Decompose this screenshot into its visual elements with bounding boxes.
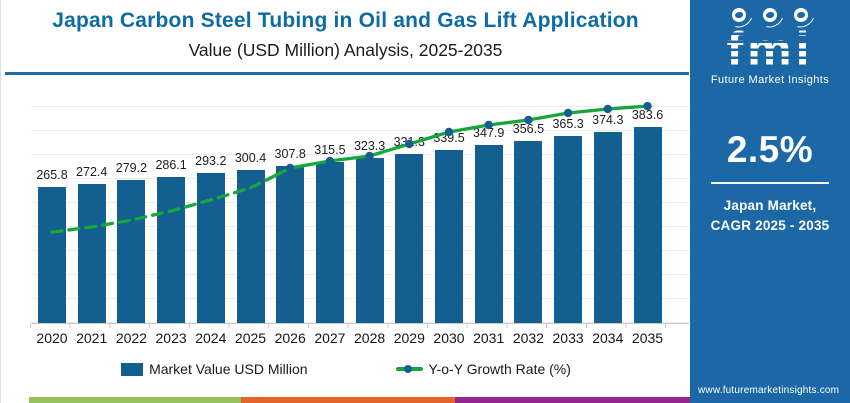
fmi-wordmark: fmi xyxy=(726,22,814,78)
x-axis-label-2024: 2024 xyxy=(195,330,227,346)
bar-2034 xyxy=(593,131,622,323)
x-axis-label-2020: 2020 xyxy=(36,330,68,346)
legend-item-growth-rate: Y-o-Y Growth Rate (%) xyxy=(395,361,571,377)
bar-2028 xyxy=(355,157,384,323)
cagr-caption-line1: Japan Market, xyxy=(723,198,817,213)
bar-value-label-2023: 286.1 xyxy=(155,157,187,172)
bar-2020 xyxy=(38,187,66,323)
x-axis-label-2026: 2026 xyxy=(274,330,306,346)
cagr-stat: 2.5% xyxy=(690,129,850,184)
bar-value-label-2022: 279.2 xyxy=(115,161,148,176)
bar-2030 xyxy=(435,149,463,323)
bar-value-label-2026: 307.8 xyxy=(274,146,306,161)
cagr-caption: Japan Market, CAGR 2025 - 2035 xyxy=(690,196,850,236)
bar-2027 xyxy=(315,161,344,323)
bar-2023 xyxy=(157,176,186,323)
fmi-logo-icons xyxy=(690,8,850,27)
header-divider xyxy=(5,72,689,75)
bar-2025 xyxy=(236,169,265,323)
stripe-purple xyxy=(455,396,690,403)
bar-value-label-2032: 356.5 xyxy=(512,121,545,136)
x-axis-label-2032: 2032 xyxy=(512,330,544,346)
x-axis-label-2033: 2033 xyxy=(552,330,584,346)
x-axis-ticks xyxy=(30,324,690,328)
x-axis-label-2023: 2023 xyxy=(155,330,187,346)
legend-item-market-value: Market Value USD Million xyxy=(121,361,308,377)
bar-value-label-2021: 272.4 xyxy=(76,164,108,179)
bar-value-label-2028: 323.3 xyxy=(353,138,386,153)
stripe-orange xyxy=(240,396,456,403)
fmi-tagline: Future Market Insights xyxy=(710,74,830,86)
x-axis-label-2031: 2031 xyxy=(473,330,505,346)
cagr-caption-line2: CAGR 2025 - 2035 xyxy=(710,218,830,233)
brand-sidebar: fmi Future Market Insights 2.5% Japan Ma… xyxy=(690,0,850,403)
bar-value-label-2024: 293.2 xyxy=(195,154,227,169)
stat-divider xyxy=(711,182,829,184)
x-axis-label-2027: 2027 xyxy=(314,330,346,346)
bar-2024 xyxy=(196,173,225,323)
bar-2022 xyxy=(117,180,146,323)
bar-value-label-2029: 331.3 xyxy=(393,134,425,149)
legend-label-growth-rate: Y-o-Y Growth Rate (%) xyxy=(428,361,571,377)
x-axis-label-2021: 2021 xyxy=(76,330,108,346)
x-axis-label-2029: 2029 xyxy=(393,330,425,346)
chart-panel: Japan Carbon Steel Tubing in Oil and Gas… xyxy=(0,0,690,403)
footer-color-stripe xyxy=(29,396,690,403)
bar-2029 xyxy=(395,153,424,323)
line-marker-icon xyxy=(395,364,423,374)
globe-icon xyxy=(732,8,746,22)
bar-value-label-2020: 265.8 xyxy=(36,168,68,183)
legend-label-market-value: Market Value USD Million xyxy=(149,361,308,377)
bar-value-label-2025: 300.4 xyxy=(234,150,267,165)
page-subtitle: Value (USD Million) Analysis, 2025-2035 xyxy=(188,40,503,60)
people-icon xyxy=(763,8,777,22)
legend: Market Value USD Million Y-o-Y Growth Ra… xyxy=(1,361,691,377)
bar-2035 xyxy=(633,127,662,323)
bar-value-label-2033: 365.3 xyxy=(552,117,584,132)
bar-value-label-2030: 339.5 xyxy=(433,130,465,145)
stripe-green xyxy=(29,396,241,403)
x-axis-label-2035: 2035 xyxy=(631,330,664,346)
fmi-logo: fmi Future Market Insights xyxy=(690,8,850,86)
x-axis-label-2034: 2034 xyxy=(592,330,624,346)
map-icon xyxy=(794,8,808,22)
bar-value-label-2031: 347.9 xyxy=(473,126,505,141)
bar-2021 xyxy=(77,183,106,323)
x-axis-labels: 2020 2021 2022 2023 2024 2025 2026 2027 2028 2029… xyxy=(1,330,691,350)
website-link[interactable]: www.futuremarketinsights.com xyxy=(698,385,840,396)
x-axis-label-2030: 2030 xyxy=(433,330,465,346)
x-axis-label-2022: 2022 xyxy=(115,330,147,346)
bar-2026 xyxy=(276,165,305,323)
cagr-value: 2.5% xyxy=(726,129,814,170)
page-title: Japan Carbon Steel Tubing in Oil and Gas… xyxy=(52,9,639,32)
bar-value-label-2035: 383.6 xyxy=(631,108,664,123)
plot-area: 265.8 272.4 279.2 286.1 293.2 300.4 307.8 315.5… xyxy=(31,84,689,324)
bar-value-label-2034: 374.3 xyxy=(592,112,624,127)
bar-value-label-2027: 315.5 xyxy=(314,142,346,157)
bar-2032 xyxy=(514,140,543,323)
x-axis-label-2028: 2028 xyxy=(354,330,386,346)
x-axis-label-2025: 2025 xyxy=(234,330,267,346)
bar-swatch-icon xyxy=(121,362,144,376)
bar-2031 xyxy=(474,145,503,323)
bar-2033 xyxy=(554,136,583,323)
line-dot-icon xyxy=(403,364,413,374)
